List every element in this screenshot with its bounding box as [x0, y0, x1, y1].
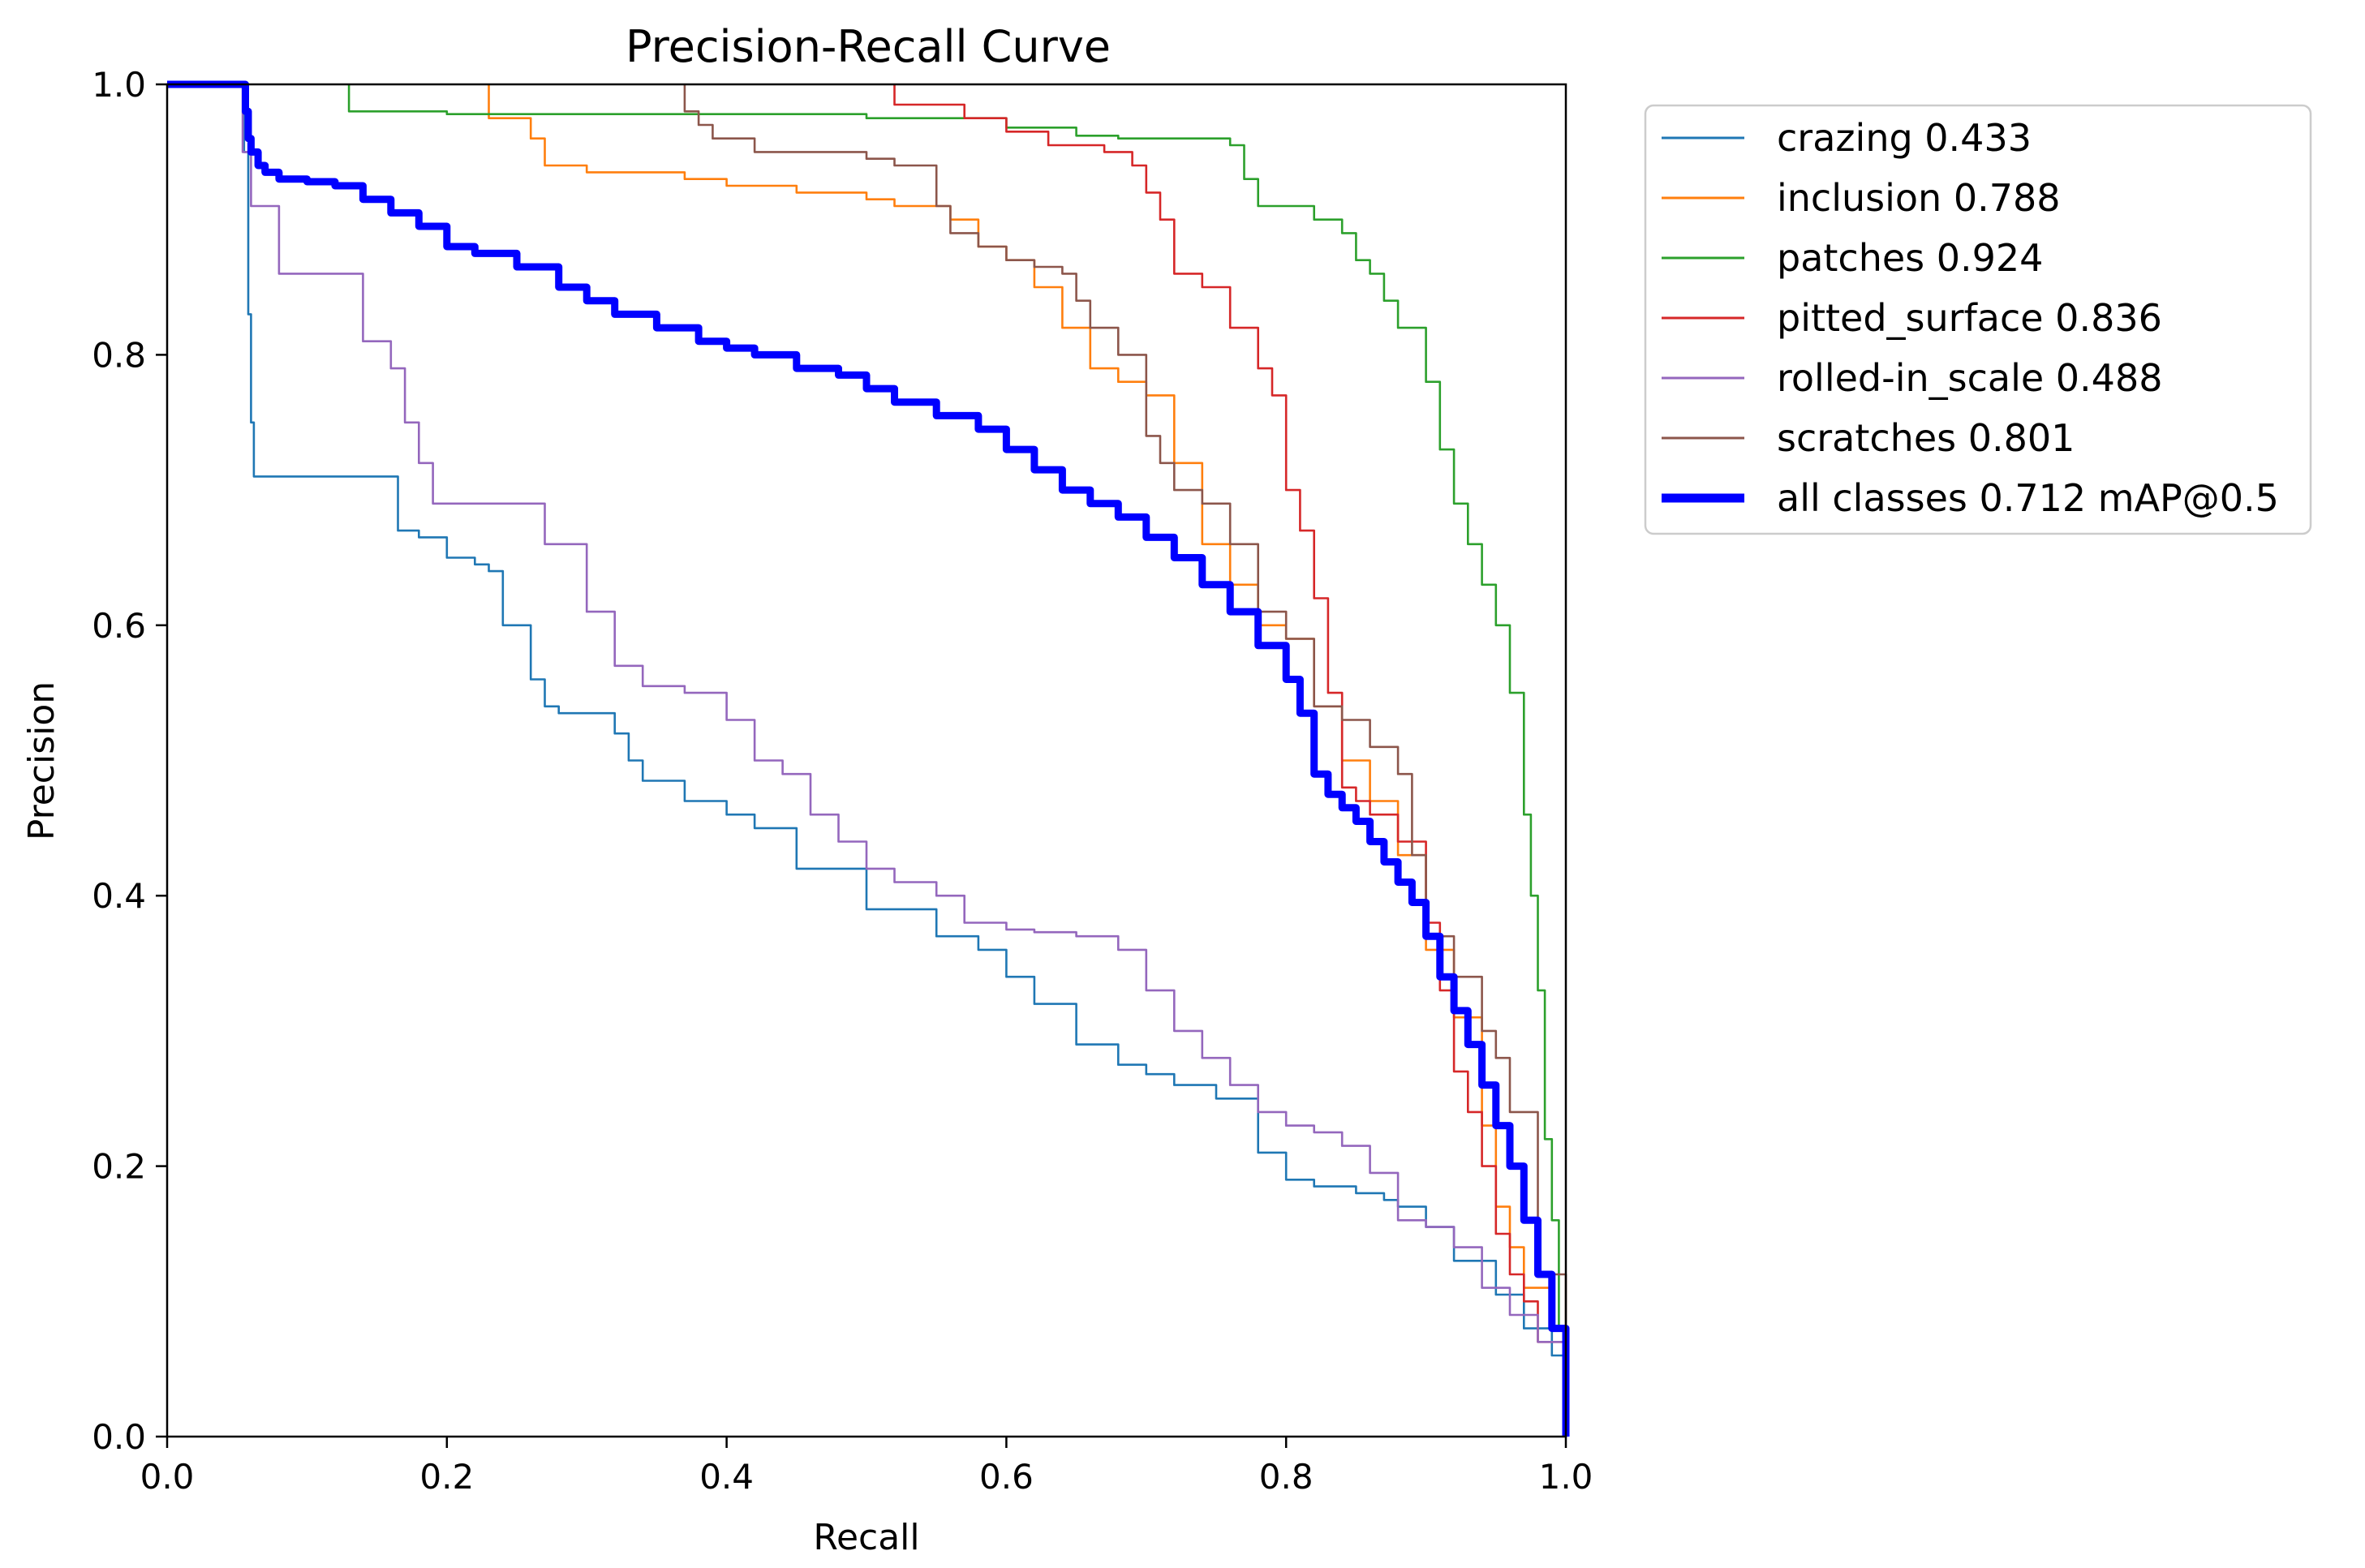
legend-label: all classes 0.712 mAP@0.5 [1777, 476, 2279, 520]
plot-area [166, 80, 1570, 1438]
x-axis-ticks: 0.0 0.2 0.4 0.6 0.8 1.0 [140, 1437, 1593, 1497]
x-tick-label: 0.8 [1259, 1457, 1314, 1497]
y-tick-label: 1.0 [92, 65, 146, 105]
plot-frame [166, 83, 1567, 1438]
series-layer [167, 80, 1570, 1437]
legend-label: rolled-in_scale 0.488 [1777, 356, 2162, 400]
series-line-3 [347, 84, 1567, 1437]
chart-title: Precision-Recall Curve [626, 21, 1111, 72]
legend-label: inclusion 0.788 [1777, 176, 2061, 220]
series-line-5 [241, 84, 1567, 1437]
y-tick-label: 0.0 [92, 1417, 146, 1457]
legend-label: scratches 0.801 [1777, 416, 2075, 460]
x-tick-label: 0.2 [419, 1457, 474, 1497]
x-tick-label: 1.0 [1539, 1457, 1593, 1497]
legend-label: pitted_surface 0.836 [1777, 296, 2162, 340]
legend: crazing 0.433 inclusion 0.788 patches 0.92… [1644, 104, 2312, 535]
x-tick-label: 0.4 [699, 1457, 754, 1497]
x-axis-label: Recall [813, 1517, 919, 1558]
series-line-7 [167, 80, 1570, 1437]
y-tick-label: 0.4 [92, 876, 146, 916]
series-line-1 [167, 83, 1567, 1437]
legend-frame [1644, 104, 2312, 535]
y-axis-label: Precision [21, 681, 62, 840]
x-tick-label: 0.6 [979, 1457, 1034, 1497]
x-tick-label: 0.0 [140, 1457, 195, 1497]
legend-label: crazing 0.433 [1777, 116, 2032, 160]
y-tick-label: 0.6 [92, 606, 146, 646]
series-line-4 [893, 84, 1567, 1437]
y-tick-label: 0.2 [92, 1147, 146, 1187]
legend-label: patches 0.924 [1777, 236, 2043, 280]
y-axis-ticks: 0.0 0.2 0.4 0.6 0.8 1.0 [92, 65, 167, 1457]
series-line-2 [488, 84, 1567, 1437]
y-tick-label: 0.8 [92, 335, 146, 375]
plot-background [167, 84, 1566, 1437]
legend-items: crazing 0.433 inclusion 0.788 patches 0.92… [1662, 116, 2279, 520]
